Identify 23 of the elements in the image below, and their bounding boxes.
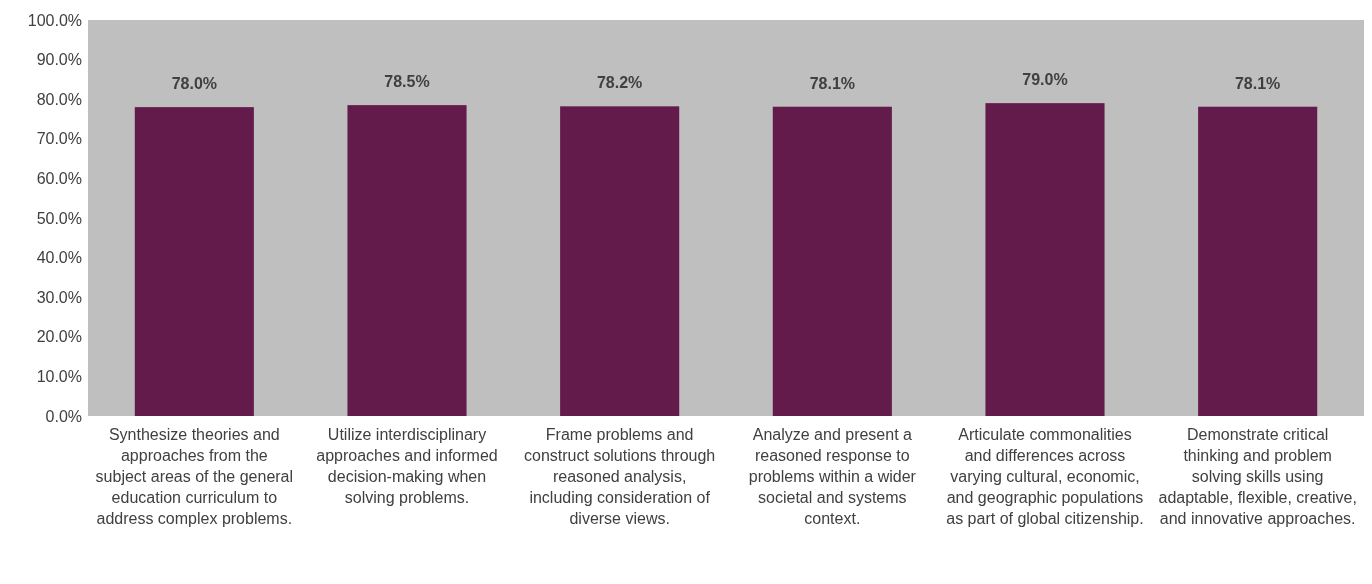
y-tick-label: 30.0% <box>36 288 82 306</box>
x-tick-label: Articulate commonalities and differences across varying cultural, economic, and geographic populations as part of global citizenship. <box>946 426 1144 527</box>
y-tick-label: 20.0% <box>36 328 82 346</box>
data-label: 78.5% <box>384 73 430 91</box>
y-tick-label: 90.0% <box>36 51 82 69</box>
y-tick-label: 80.0% <box>36 90 82 108</box>
x-tick-label: Utilize interdisciplinary approaches and informed decision-making when solving problems. <box>316 426 498 506</box>
y-tick-label: 40.0% <box>36 249 82 267</box>
data-label: 79.0% <box>1022 71 1068 89</box>
x-tick-label: Analyze and present a reasoned response to problems within a wider societal and systems context. <box>748 426 917 527</box>
x-tick-label: Demonstrate critical thinking and problem solving skills using adaptable, flexible, creative, and innovative approaches. <box>1158 426 1357 527</box>
y-tick-label: 70.0% <box>36 130 82 148</box>
x-tick-label: Synthesize theories and approaches from the subject areas of the general education curriculum to address complex problems. <box>95 426 294 527</box>
data-label: 78.1% <box>809 74 856 92</box>
data-label: 78.1% <box>1234 74 1281 92</box>
y-tick-label: 10.0% <box>36 368 82 385</box>
data-label: 78.2% <box>596 74 643 92</box>
y-tick-label: 100.0% <box>27 11 82 29</box>
y-tick-label: 50.0% <box>36 209 82 227</box>
data-label: 78.0% <box>171 75 218 93</box>
y-tick-label: 0.0% <box>45 407 82 425</box>
x-tick-label: Frame problems and construct solutions through reasoned analysis, including consideration of diverse views. <box>524 426 716 527</box>
y-tick-label: 60.0% <box>36 170 82 187</box>
